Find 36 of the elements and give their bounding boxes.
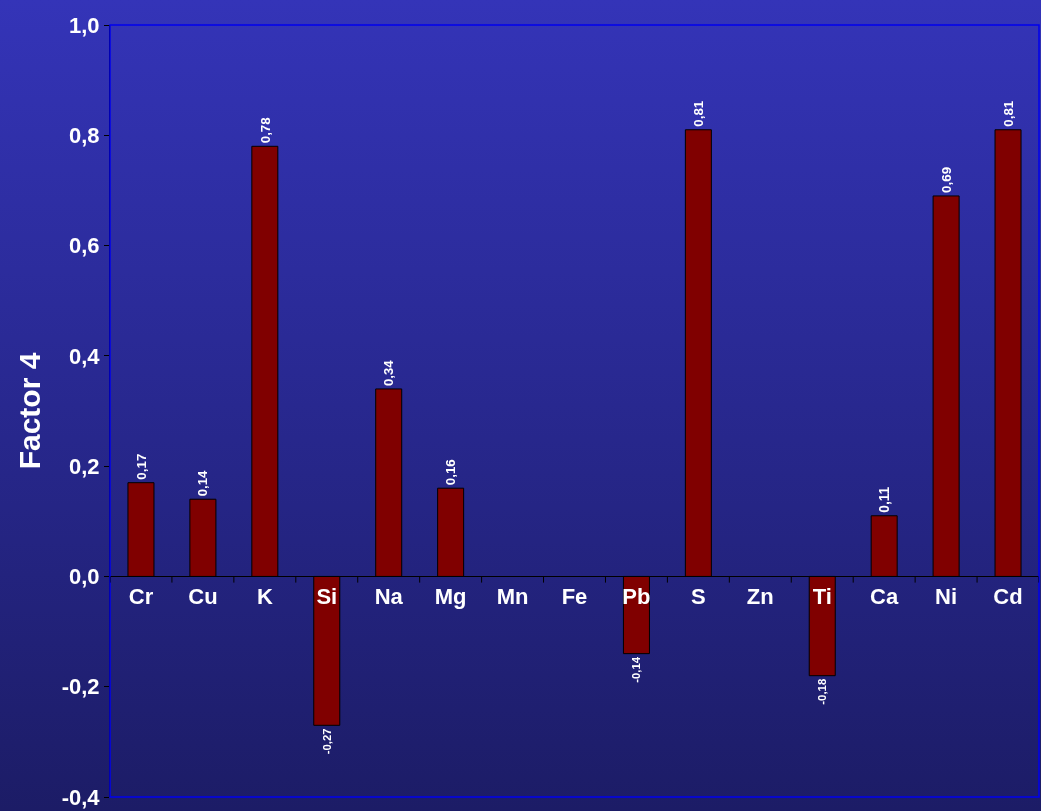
y-tick-label: 0,4: [69, 343, 101, 369]
x-tick-label: K: [256, 583, 273, 609]
y-tick-label: 1,0: [69, 12, 100, 38]
y-tick-label: 0,0: [69, 564, 100, 590]
y-tick-label: 0,6: [69, 233, 100, 259]
x-tick-label: Mg: [434, 583, 467, 609]
y-tick-label: 0,2: [69, 453, 100, 479]
x-tick-label: Ca: [870, 583, 899, 609]
y-tick-label: -0,4: [61, 784, 101, 810]
data-label: 0,17: [133, 453, 149, 480]
data-label: -0,27: [320, 728, 333, 755]
x-tick-label: Cr: [128, 583, 154, 609]
x-tick-label: S: [691, 583, 706, 609]
x-tick-label: Ti: [812, 583, 832, 609]
x-tick-label: Mn: [496, 583, 529, 609]
x-tick-label: Ni: [935, 583, 958, 609]
x-tick-label: Fe: [561, 583, 588, 609]
data-label: 0,81: [691, 100, 707, 127]
y-tick-label: 0,8: [69, 122, 100, 148]
x-tick-label: Zn: [746, 583, 774, 609]
x-tick-label: Pb: [622, 583, 651, 609]
y-tick-label: -0,2: [61, 674, 100, 700]
y-axis-title: Factor 4: [12, 352, 46, 470]
data-label: 0,78: [257, 116, 273, 144]
x-tick-label: Si: [316, 583, 338, 609]
data-label: 0,16: [443, 459, 459, 486]
data-label: 0,14: [195, 470, 211, 497]
data-label: -0,14: [630, 656, 643, 683]
x-tick-label: Na: [374, 583, 404, 609]
data-label: 0,81: [1000, 100, 1016, 127]
data-label: 0,34: [381, 359, 397, 386]
data-label: -0,18: [816, 678, 829, 705]
data-label: 0,69: [938, 166, 954, 193]
x-tick-label: Cu: [188, 583, 218, 609]
x-tick-label: Cd: [993, 583, 1023, 609]
data-label: 0,11: [876, 486, 892, 513]
